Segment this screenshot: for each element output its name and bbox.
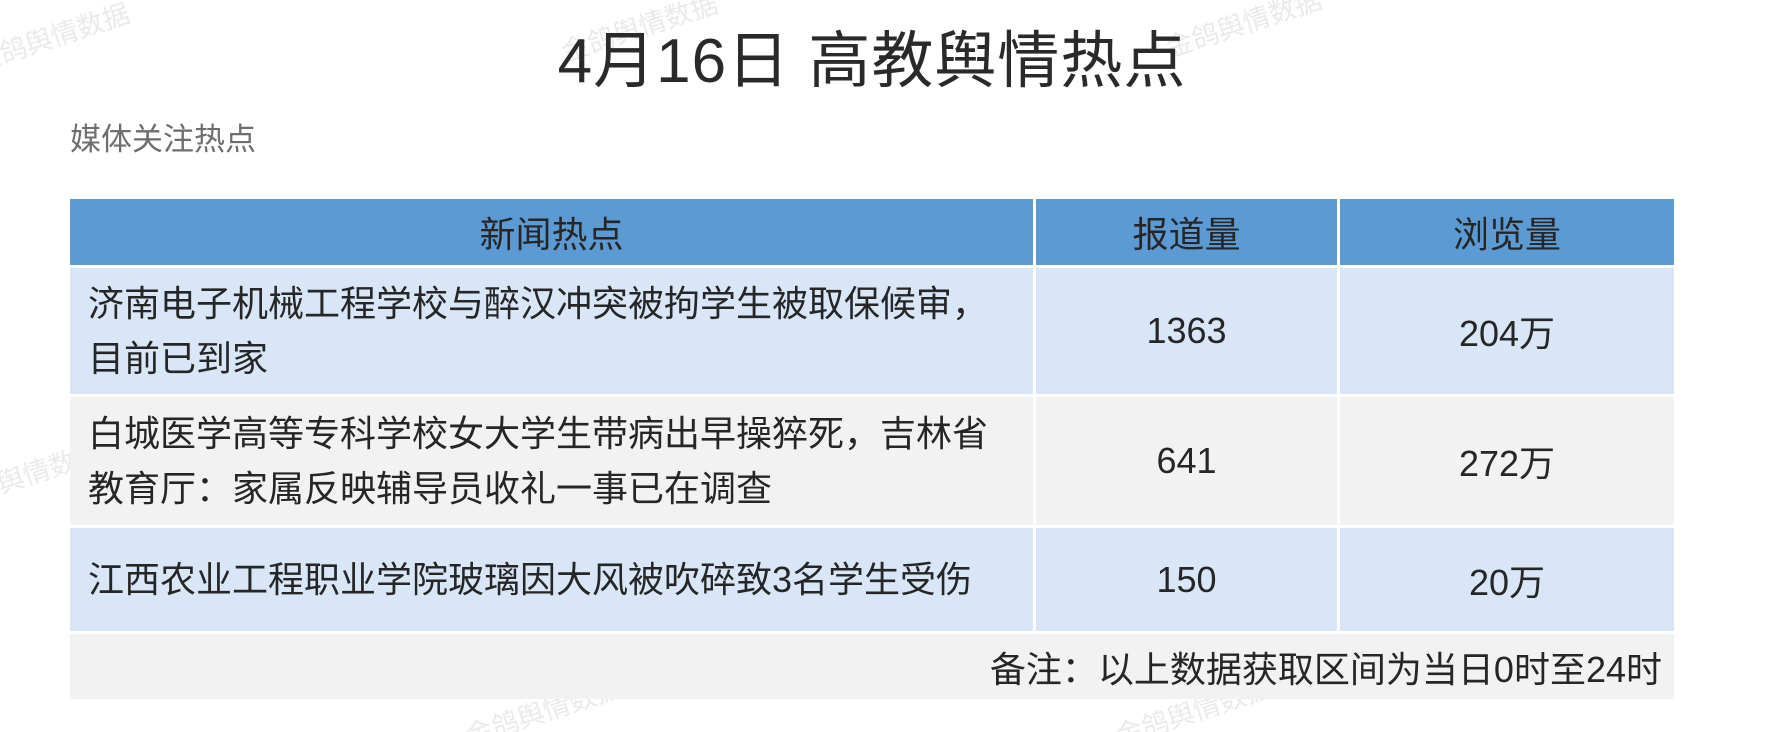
table-row-topic: 白城医学高等专科学校女大学生带病出早操猝死，吉林省教育厅：家属反映辅导员收礼一事…: [70, 397, 1033, 525]
media-hotspot-table: 新闻热点 报道量 浏览量 济南电子机械工程学校与醉汉冲突被拘学生被取保候审，目前…: [70, 199, 1674, 699]
column-header-reports: 报道量: [1036, 199, 1337, 265]
table-footnote: 备注：以上数据获取区间为当日0时至24时: [70, 634, 1674, 699]
table-row-topic: 江西农业工程职业学院玻璃因大风被吹碎致3名学生受伤: [70, 528, 1033, 631]
report-content: 4月16日 高教舆情热点 媒体关注热点 新闻热点 报道量 浏览量 济南电子机械工…: [70, 0, 1674, 699]
column-header-views: 浏览量: [1340, 199, 1674, 265]
table-row-views: 20万: [1340, 528, 1674, 631]
page-title: 4月16日 高教舆情热点: [557, 27, 1187, 96]
section-label: 媒体关注热点: [70, 122, 256, 157]
table-row-reports: 150: [1036, 528, 1337, 631]
table-row-reports: 1363: [1036, 268, 1337, 394]
column-header-topic: 新闻热点: [70, 199, 1033, 265]
table-row-views: 204万: [1340, 268, 1674, 394]
table-row-topic: 济南电子机械工程学校与醉汉冲突被拘学生被取保候审，目前已到家: [70, 268, 1033, 394]
table-row-views: 272万: [1340, 397, 1674, 525]
table-row-reports: 641: [1036, 397, 1337, 525]
